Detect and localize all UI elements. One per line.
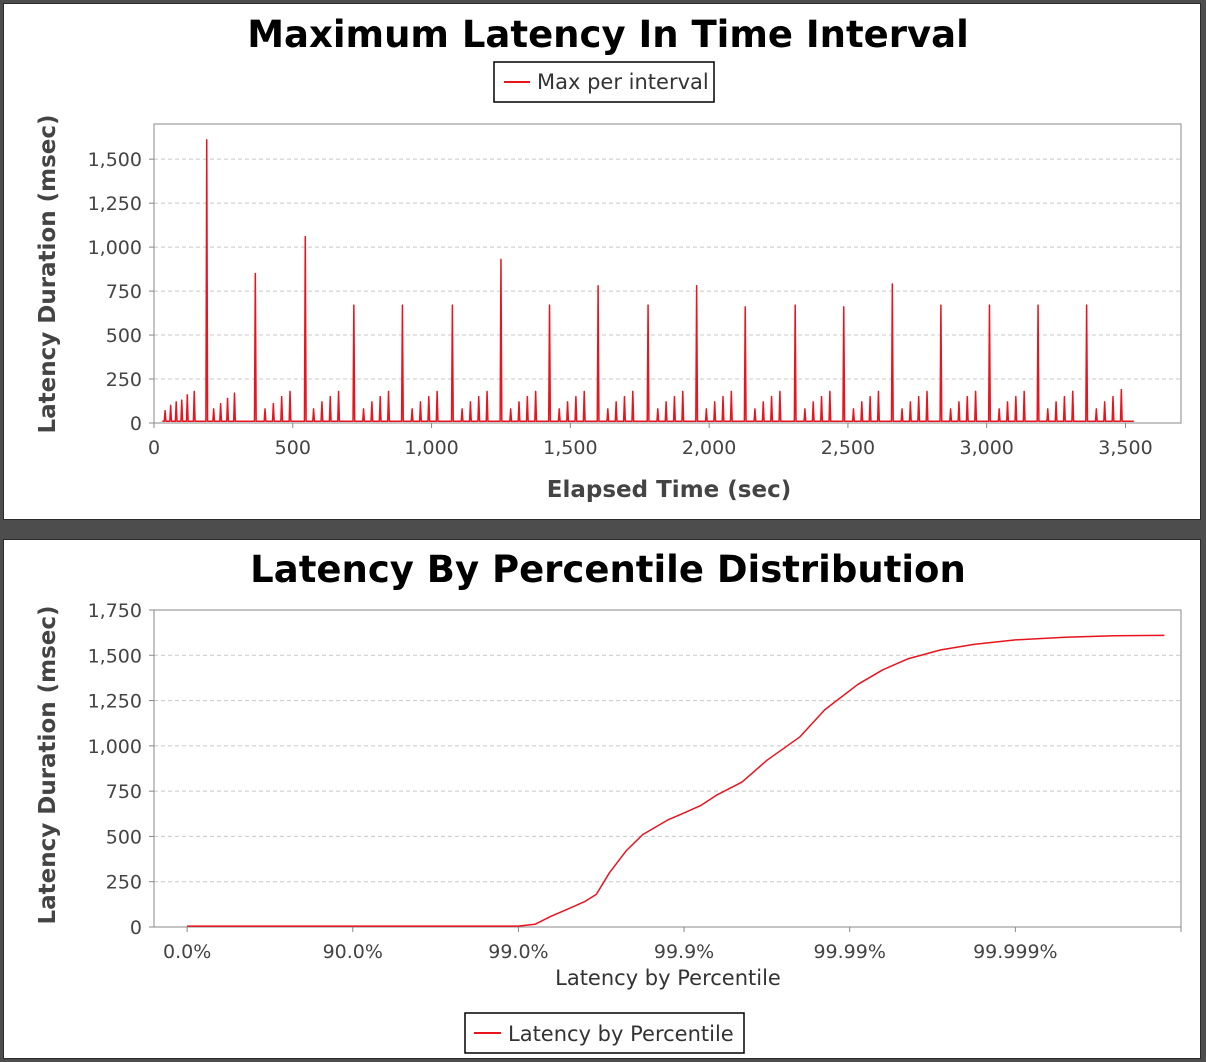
x-tick-label: 99.999% bbox=[973, 941, 1058, 963]
legend-entry-label: Latency by Percentile bbox=[508, 1022, 734, 1046]
y-tick-label: 250 bbox=[106, 369, 142, 391]
y-axis-label: Latency Duration (msec) bbox=[35, 114, 61, 433]
y-tick-label: 750 bbox=[106, 781, 142, 803]
y-tick-label: 250 bbox=[106, 872, 142, 894]
x-tick-label: 3,000 bbox=[959, 437, 1013, 459]
legend-entry-label: Max per interval bbox=[537, 70, 709, 94]
chart-title: Maximum Latency In Time Interval bbox=[247, 13, 969, 56]
x-tick-label: 99.99% bbox=[813, 941, 885, 963]
y-tick-label: 0 bbox=[130, 917, 142, 939]
chart-panel-percentile: Latency By Percentile Distribution 0 250 5… bbox=[3, 539, 1201, 1059]
x-tick-label: 500 bbox=[275, 437, 311, 459]
x-tick-label: 1,000 bbox=[404, 437, 458, 459]
max-latency-chart: Maximum Latency In Time Interval Max per… bbox=[35, 13, 1182, 503]
x-tick-label: 2,500 bbox=[821, 437, 875, 459]
x-tick-label: 3,500 bbox=[1098, 437, 1152, 459]
x-tick-label: 90.0% bbox=[323, 941, 383, 963]
max-per-interval-line bbox=[162, 139, 1134, 422]
plot-area bbox=[153, 609, 1182, 928]
y-tick-label: 500 bbox=[106, 325, 142, 347]
y-tick-label: 1,500 bbox=[88, 149, 142, 171]
y-axis-label: Latency Duration (msec) bbox=[35, 605, 61, 924]
legend-box bbox=[493, 61, 715, 103]
x-tick-label: 1,500 bbox=[543, 437, 597, 459]
x-axis-label: Elapsed Time (sec) bbox=[547, 477, 791, 503]
x-tick-label: 99.9% bbox=[654, 941, 714, 963]
chart-panel-max-latency: Maximum Latency In Time Interval Max per… bbox=[3, 3, 1201, 520]
y-tick-label: 1,750 bbox=[88, 600, 142, 622]
latency-by-percentile-line bbox=[187, 634, 1165, 927]
legend: Latency by Percentile bbox=[464, 1012, 745, 1054]
x-tick-label: 2,000 bbox=[682, 437, 736, 459]
y-tick-label: 750 bbox=[106, 281, 142, 303]
y-tick-label: 1,250 bbox=[88, 193, 142, 215]
y-tick-label: 1,250 bbox=[88, 691, 142, 713]
x-axis-label: Latency by Percentile bbox=[555, 966, 781, 990]
y-tick-label: 0 bbox=[130, 413, 142, 435]
y-tick-label: 500 bbox=[106, 826, 142, 848]
x-tick-label: 0 bbox=[148, 437, 160, 459]
chart-title: Latency By Percentile Distribution bbox=[250, 548, 966, 591]
x-tick-label: 0.0% bbox=[163, 941, 211, 963]
y-tick-label: 1,500 bbox=[88, 645, 142, 667]
plot-area bbox=[153, 123, 1182, 424]
percentile-distribution-chart: Latency By Percentile Distribution 0 250 5… bbox=[35, 548, 1182, 1054]
x-tick-label: 99.0% bbox=[488, 941, 548, 963]
y-tick-label: 1,000 bbox=[88, 736, 142, 758]
legend: Max per interval bbox=[493, 61, 715, 103]
legend-box bbox=[464, 1012, 745, 1054]
y-tick-label: 1,000 bbox=[88, 237, 142, 259]
